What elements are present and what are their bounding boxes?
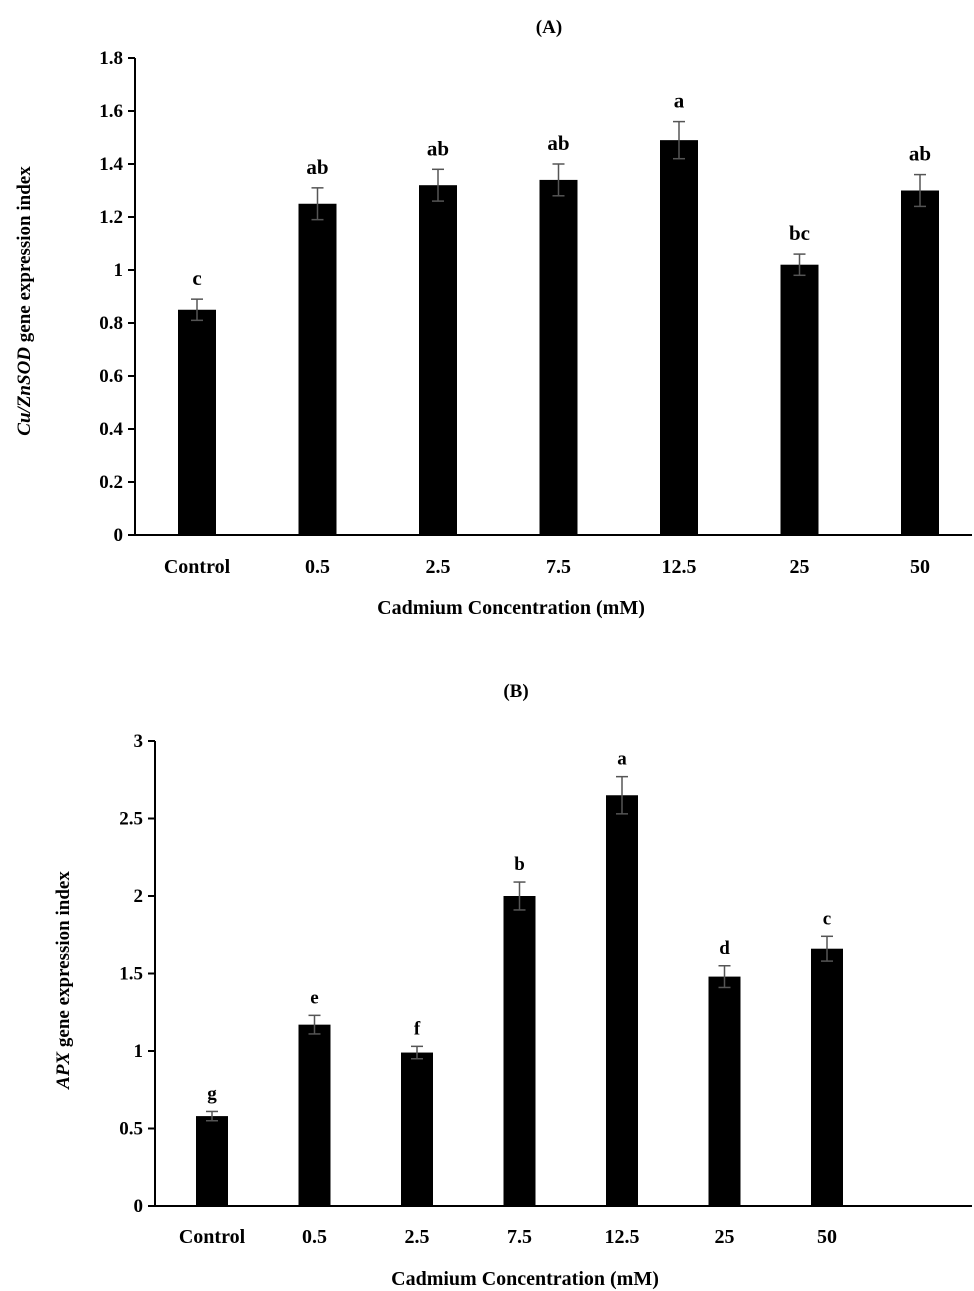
panel-a-x-tick-label: 25 [790, 556, 810, 578]
panel-b-y-axis-title-gene: APX [53, 1051, 74, 1090]
panel-a-y-tick-label: 0.6 [99, 366, 123, 387]
panel-a-significance-label: a [674, 89, 685, 113]
panel-b-y-tick-label: 2 [134, 886, 144, 907]
panel-a-x-tick-label: 2.5 [426, 556, 451, 578]
panel-b-bar [606, 795, 638, 1206]
panel-b-y-axis-title: APX gene expression index [53, 871, 74, 1090]
panel-a-bar [178, 309, 216, 535]
panel-b-significance-label: a [617, 749, 627, 770]
panel-b-bar [811, 948, 843, 1206]
panel-b-y-tick-label: 1.5 [119, 964, 143, 985]
panel-b-significance-label: f [414, 1018, 421, 1039]
panel-a-bar [901, 190, 939, 535]
chart-panel-b: (B) 0 0.5 1 1.5 2 2.5 3 g Control e 0.5 f 2.5 b 7.5 a 12.… [53, 681, 972, 1290]
panel-a-bar [298, 203, 337, 535]
panel-a-bar [780, 264, 819, 535]
panel-a-x-tick-label: Control [164, 556, 231, 578]
panel-a-significance-label: c [192, 266, 201, 290]
panel-b-bar [708, 976, 741, 1206]
panel-b-y-tick-label: 2.5 [119, 809, 143, 830]
panel-b-x-tick-label: 12.5 [605, 1226, 640, 1248]
panel-a-bar [660, 140, 698, 535]
panel-b-x-tick-label: 0.5 [302, 1226, 327, 1248]
panel-a-chart-title: (A) [536, 17, 562, 38]
panel-a-x-axis-title: Cadmium Concentration (mM) [377, 597, 645, 619]
panel-b-x-axis-title: Cadmium Concentration (mM) [391, 1268, 659, 1290]
panel-a-y-tick-label: 0.4 [99, 419, 123, 440]
panel-b-y-tick-label: 0.5 [119, 1119, 143, 1140]
panel-b-y-tick-label: 3 [134, 731, 144, 752]
panel-b-x-tick-label: 50 [817, 1226, 837, 1248]
panel-a-y-tick-label: 1.4 [99, 154, 123, 175]
panel-a-y-tick-label: 1.2 [99, 207, 123, 228]
panel-a-y-tick-label: 0.8 [99, 313, 123, 334]
panel-b-bar [401, 1052, 433, 1206]
panel-a-y-axis-title: Cu/ZnSOD gene expression index [14, 166, 35, 436]
panel-a-x-tick-label: 7.5 [546, 556, 571, 578]
panel-b-bar [298, 1024, 331, 1206]
panel-a-y-tick-label: 1 [114, 260, 124, 281]
panel-b-significance-label: d [719, 938, 730, 959]
panel-a-y-tick-label: 1.8 [99, 48, 123, 69]
panel-a-y-axis-title-rest: gene expression index [14, 166, 35, 347]
panel-a-y-tick-label: 0.2 [99, 472, 123, 493]
panel-a-x-tick-label: 0.5 [305, 556, 330, 578]
panel-a-y-tick-label: 0 [114, 525, 124, 546]
panel-a-significance-label: ab [427, 136, 449, 160]
panel-b-x-tick-label: Control [179, 1226, 246, 1248]
panel-a-x-tick-label: 50 [910, 556, 930, 578]
panel-b-significance-label: b [514, 854, 525, 875]
panel-b-significance-label: g [207, 1083, 217, 1104]
panel-b-x-tick-label: 25 [715, 1226, 735, 1248]
panel-a-bar [539, 179, 578, 535]
panel-b-bar [196, 1116, 228, 1206]
chart-panel-a: (A) 0 0.2 0.4 0.6 0.8 1 1.2 1.4 1.6 1.8 c Control ab 0… [14, 17, 972, 619]
panel-a-x-tick-label: 12.5 [662, 556, 697, 578]
panel-b-y-axis-title-rest: gene expression index [53, 871, 74, 1052]
panel-a-y-axis-title-gene: Cu/ZnSOD [14, 347, 35, 436]
panel-b-chart-title: (B) [503, 681, 528, 702]
panel-a-y-tick-label: 1.6 [99, 101, 123, 122]
panel-a-bar [419, 185, 457, 535]
panel-a-significance-label: ab [306, 155, 328, 179]
panel-b-y-tick-label: 0 [134, 1196, 144, 1217]
panel-a-significance-label: ab [909, 142, 931, 166]
panel-b-x-tick-label: 7.5 [507, 1226, 532, 1248]
panel-b-significance-label: e [310, 987, 318, 1008]
panel-b-x-tick-label: 2.5 [405, 1226, 430, 1248]
panel-b-y-tick-label: 1 [134, 1041, 144, 1062]
panel-a-significance-label: ab [547, 131, 569, 155]
panel-b-significance-label: c [823, 908, 831, 929]
panel-b-bar [503, 896, 536, 1206]
panel-a-significance-label: bc [789, 221, 810, 245]
